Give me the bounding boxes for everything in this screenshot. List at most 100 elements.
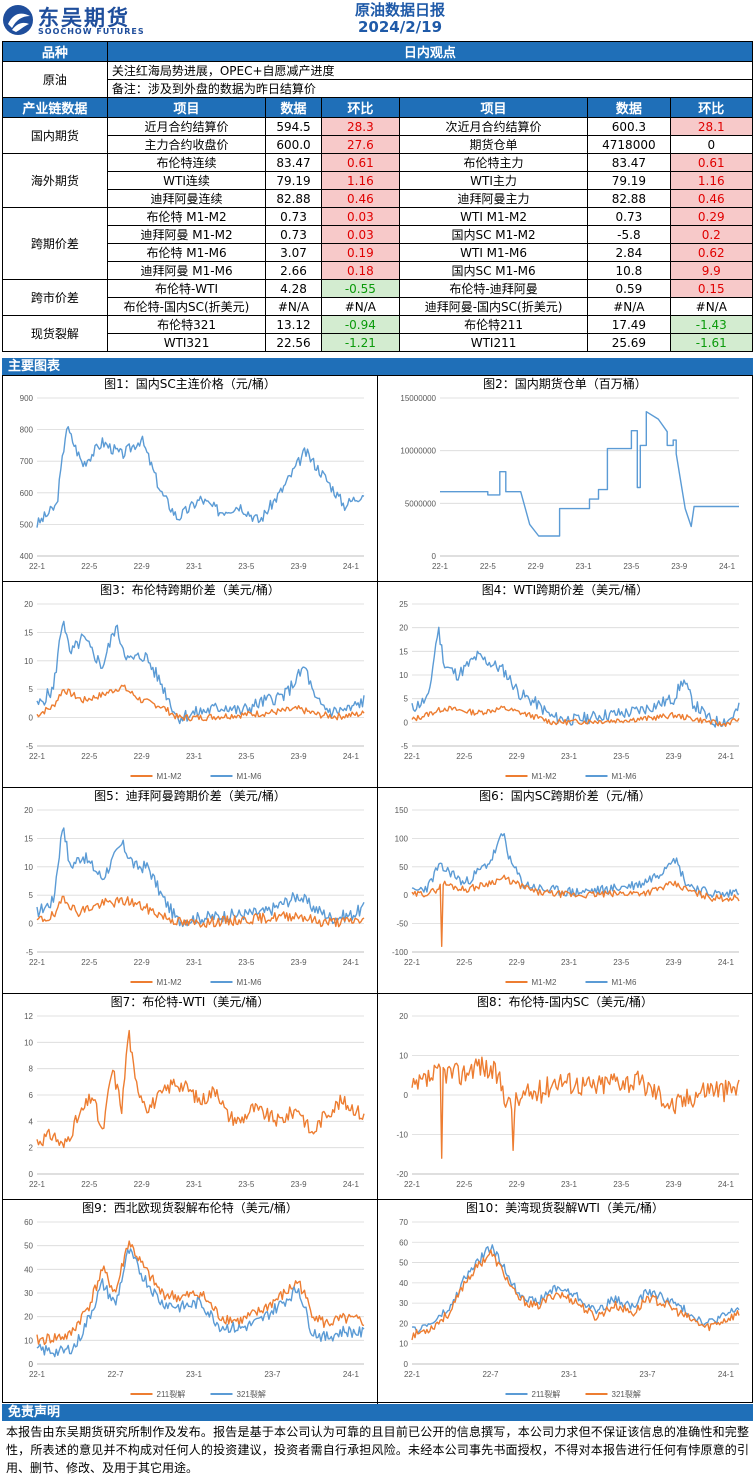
y-tick-label: 10 (24, 863, 33, 872)
item-value: 22.56 (265, 333, 322, 352)
y-tick-label: -10 (396, 1131, 408, 1140)
x-tick-label: 24-1 (343, 1180, 360, 1189)
y-tick-label: 60 (24, 1218, 33, 1227)
y-tick-label: 30 (24, 1289, 33, 1298)
item-change: -1.43 (669, 315, 754, 334)
item-change: #N/A (320, 297, 400, 316)
y-tick-label: 700 (20, 457, 34, 466)
item-name: 国内SC M1-M2 (398, 225, 589, 244)
table-row: WTI连续 79.19 1.16 WTI主力 79.19 1.16 (3, 171, 754, 190)
data-table: 品种 日内观点 原油 关注红海局势进展，OPEC+自愿减产进度 备注：涉及到外盘… (2, 41, 754, 352)
x-tick-label: 23-9 (291, 752, 308, 761)
item-value: 594.5 (265, 117, 322, 136)
y-tick-label: 0 (404, 891, 409, 900)
charts-section-title: 主要图表 (2, 358, 753, 375)
company-logo: 东吴期货 SOOCHOW FUTURES (2, 2, 162, 38)
item-change: 0.62 (669, 243, 754, 262)
x-tick-label: 24-1 (343, 752, 360, 761)
x-tick-label: 22-5 (480, 562, 497, 571)
item-name: 布伦特-国内SC(折美元) (106, 297, 267, 316)
variety-cell: 原油 (2, 61, 108, 98)
x-tick-label: 23-1 (186, 562, 203, 571)
series-line (36, 827, 365, 928)
x-tick-label: 23-5 (613, 958, 630, 967)
x-tick-label: 22-5 (81, 752, 98, 761)
chart-panel-5: 图5：迪拜阿曼跨期价差（美元/桶） -5 0 5 10 15 20 22-1 22-5 22-9 2… (3, 788, 378, 994)
series-line (36, 620, 365, 725)
chart-panel-9: 图9：西北欧现货裂解布伦特（美元/桶） 0 10 20 30 40 50 60 22-1 22-7… (3, 1200, 378, 1407)
item-change: 0.2 (669, 225, 754, 244)
series-line (411, 705, 740, 727)
item-value: 83.47 (265, 153, 322, 172)
x-tick-label: 23-1 (561, 958, 578, 967)
legend-label: M1-M2 (157, 772, 182, 781)
chart-panel-3: 图3：布伦特跨期价差（美元/桶） -5 0 5 10 15 20 22-1 22-5 22-9 23… (3, 582, 378, 788)
variety-header: 品种 (2, 41, 108, 62)
y-tick-label: 10 (399, 1052, 408, 1061)
x-tick-label: 23-5 (238, 958, 255, 967)
item-change: 0.29 (669, 207, 754, 226)
category-cell: 跨市价差 (2, 279, 108, 316)
y-tick-label: 10 (24, 657, 33, 666)
table-row: 国内期货 近月合约结算价 594.5 28.3 次近月合约结算价 600.3 28.1 (2, 117, 754, 154)
report-date: 2024/2/19 (357, 18, 443, 36)
chart-panel-7: 图7：布伦特-WTI（美元/桶） 0 2 4 6 8 10 12 22-1 22-5 22-9 23-… (3, 994, 378, 1200)
legend-label: M1-M6 (612, 978, 637, 987)
chart-title: 图8：布伦特-国内SC（美元/桶） (476, 995, 653, 1009)
y-tick-label: 0 (29, 920, 34, 929)
x-tick-label: 23-5 (238, 752, 255, 761)
series-line (411, 874, 740, 947)
y-tick-label: 10 (24, 1336, 33, 1345)
column-header: 产业链数据 (2, 97, 108, 118)
x-tick-label: 23-9 (666, 1180, 683, 1189)
x-tick-label: 22-9 (509, 752, 526, 761)
x-tick-label: 23-9 (291, 562, 308, 571)
x-tick-label: 22-7 (482, 1370, 499, 1379)
x-tick-label: 23-7 (639, 1370, 656, 1379)
chart-title: 图10：美湾现货裂解WTI（美元/桶） (465, 1201, 665, 1215)
item-name: 主力合约收盘价 (106, 135, 267, 154)
y-tick-label: 400 (20, 552, 34, 561)
logo-cn-text: 东吴期货 (38, 6, 130, 30)
report-title-block: 原油数据日报 2024/2/19 (300, 2, 500, 36)
item-change: 0.19 (320, 243, 400, 262)
x-tick-label: 22-1 (29, 1370, 46, 1379)
y-tick-label: 800 (20, 426, 34, 435)
y-tick-label: 5 (404, 695, 409, 704)
item-change: 0.15 (669, 279, 754, 298)
table-row: 海外期货 布伦特连续 83.47 0.61 布伦特主力 83.47 0.61 (2, 153, 754, 208)
y-tick-label: 15000000 (400, 394, 436, 403)
y-tick-label: 900 (20, 394, 34, 403)
item-change: 0.03 (320, 207, 400, 226)
chart-panel-10: 图10：美湾现货裂解WTI（美元/桶） 0 10 20 30 40 50 60 70 22-1 22… (378, 1200, 752, 1407)
y-tick-label: 50 (24, 1242, 33, 1251)
chart-panel-4: 图4：WTI跨期价差（美元/桶） -5 0 5 10 15 20 25 22-1 22-5 22-9… (378, 582, 752, 788)
chart-svg: 0 5000000 10000000 15000000 22-1 22-5 22-9 23-1… (400, 394, 739, 571)
item-name: 迪拜阿曼主力 (398, 189, 589, 208)
series-line (411, 626, 740, 728)
x-tick-label: 22-9 (509, 1180, 526, 1189)
item-change: -0.55 (320, 279, 400, 298)
chart-title: 图7：布伦特-WTI（美元/桶） (110, 995, 270, 1009)
x-tick-label: 22-5 (81, 562, 98, 571)
item-name: 布伦特-WTI (106, 279, 267, 298)
x-tick-label: 23-1 (576, 562, 593, 571)
y-tick-label: -20 (396, 1170, 408, 1179)
report-header: 东吴期货 SOOCHOW FUTURES 原油数据日报 2024/2/19 (0, 0, 755, 40)
chart-title: 图2：国内期货仓单（百万桶） (483, 377, 647, 391)
x-tick-label: 24-1 (343, 958, 360, 967)
x-tick-label: 22-1 (29, 752, 46, 761)
x-tick-label: 22-5 (456, 752, 473, 761)
item-change: #N/A (669, 297, 754, 316)
x-tick-label: 24-1 (718, 1180, 735, 1189)
x-tick-label: 23-5 (613, 1180, 630, 1189)
y-tick-label: 5 (29, 685, 34, 694)
chart-panel-2: 图2：国内期货仓单（百万桶） 0 5000000 10000000 15000000 22… (378, 376, 752, 582)
x-tick-label: 24-1 (718, 752, 735, 761)
item-name: WTI主力 (398, 171, 589, 190)
y-tick-label: 4 (29, 1117, 34, 1126)
item-name: 近月合约结算价 (106, 117, 267, 136)
x-tick-label: 22-9 (134, 562, 151, 571)
item-name: 迪拜阿曼连续 (106, 189, 267, 208)
